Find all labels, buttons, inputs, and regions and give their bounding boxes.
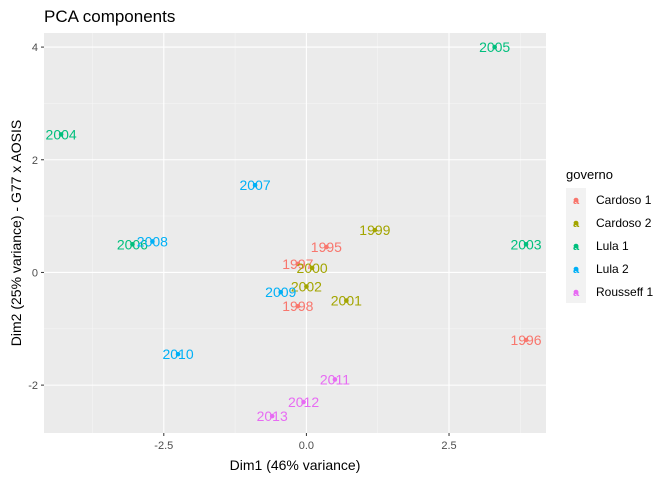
legend-key [573, 266, 579, 272]
data-point [252, 182, 258, 188]
legend: governo a Cardoso 1 a Cardoso 2 a Lula 1 a Lula… [566, 167, 653, 303]
legend-label: Cardoso 2 [596, 216, 652, 230]
legend-key-glyph: a [573, 241, 580, 253]
data-point-label: 2009 [265, 284, 296, 300]
data-point [523, 337, 529, 343]
data-point [58, 132, 64, 137]
data-point-label: 2003 [510, 236, 541, 252]
data-point-label: 2013 [257, 408, 288, 424]
legend-key [573, 289, 579, 295]
data-point [372, 227, 378, 233]
data-point-label: 1999 [359, 222, 390, 238]
data-point [278, 289, 284, 295]
x-tick-label: 0.0 [299, 440, 314, 452]
data-point-label: 2007 [239, 177, 270, 193]
data-point-label: 2011 [320, 371, 350, 387]
legend-key-glyph: a [573, 195, 580, 207]
legend-key [573, 197, 579, 203]
data-point [523, 241, 529, 247]
legend-key [573, 220, 579, 226]
data-point-label: 2006 [117, 236, 148, 252]
data-point-label: 1998 [282, 298, 313, 314]
data-point-label: 1995 [311, 239, 342, 255]
legend-title: governo [566, 167, 613, 182]
data-point [332, 377, 338, 382]
data-point-label: 2005 [479, 39, 510, 55]
data-point-label: 2012 [288, 394, 319, 410]
data-point [301, 399, 306, 405]
legend-key-glyph: a [573, 287, 580, 299]
data-point-label: 2004 [46, 126, 77, 142]
data-point-label: 2008 [137, 233, 168, 249]
y-axis-label: Dim2 (25% variance) - G77 x AOSIS [8, 120, 24, 346]
data-point [150, 239, 155, 244]
x-axis-label: Dim1 (46% variance) [230, 457, 361, 473]
grid-major [44, 33, 546, 433]
data-point-label: 2010 [162, 346, 193, 362]
x-tick-label: -2.5 [154, 440, 173, 452]
y-tick-label: 4 [32, 42, 38, 54]
chart-title: PCA components [44, 7, 175, 26]
data-point-label: 2000 [297, 260, 328, 276]
data-point [492, 44, 497, 50]
data-point [295, 261, 301, 267]
y-axis-ticks: -2 0 2 4 [28, 42, 44, 392]
data-point [324, 244, 329, 250]
y-tick-label: -2 [28, 380, 38, 392]
legend-label: Lula 2 [596, 262, 629, 276]
x-tick-label: 2.5 [441, 440, 456, 452]
data-point [130, 241, 135, 247]
data-point-label: 1996 [510, 332, 541, 348]
x-axis-ticks: -2.5 0.0 2.5 [154, 433, 457, 452]
y-tick-label: 0 [32, 267, 38, 279]
legend-label: Lula 1 [596, 239, 629, 253]
legend-label: Cardoso 1 [596, 193, 652, 207]
data-point-label: 2002 [291, 279, 322, 295]
legend-key [573, 243, 579, 249]
legend-label: Rousseff 1 [596, 285, 653, 299]
data-point [175, 351, 181, 357]
data-point [269, 413, 275, 419]
plot-panel [44, 33, 546, 433]
data-point [309, 265, 315, 271]
y-tick-label: 2 [32, 155, 38, 167]
data-point [304, 284, 309, 289]
data-point [295, 303, 301, 309]
data-point-label: 1997 [282, 256, 313, 272]
grid-minor [44, 33, 546, 433]
data-point [344, 298, 349, 303]
data-points: 1995 1996 1997 1998 1999 2000 2001 2002 2003 2004… [46, 39, 542, 424]
data-point-label: 2001 [331, 293, 362, 309]
legend-key-glyph: a [573, 264, 580, 276]
legend-key-glyph: a [573, 218, 580, 230]
